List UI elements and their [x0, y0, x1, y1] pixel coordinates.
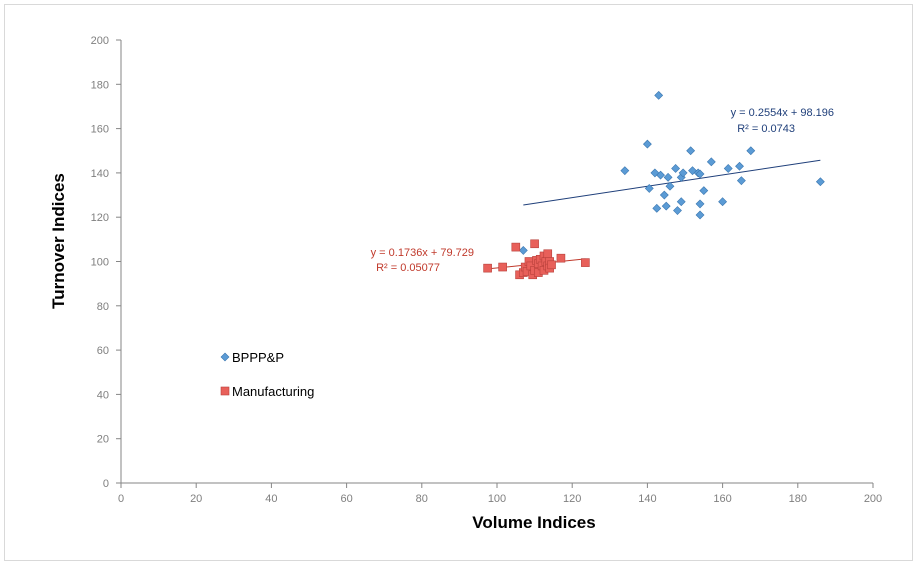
bppp-point [678, 168, 688, 178]
bppp-point [686, 146, 696, 156]
manufacturing-point [511, 242, 521, 252]
bppp-point [695, 199, 705, 209]
bppp-point [676, 197, 686, 207]
y-ticks: 0 20 40 60 80 100 120 140 160 180 200 [91, 35, 121, 490]
legend-label-manufacturing: Manufacturing [232, 384, 314, 399]
y-tick-label: 140 [91, 168, 109, 180]
bppp-point [736, 176, 746, 186]
bppp-point [718, 197, 728, 207]
bppp-trendline-r2: R² = 0.0743 [737, 123, 795, 135]
bppp-trendline [523, 159, 821, 206]
legend-diamond-marker [220, 352, 230, 362]
bppp-point [815, 177, 825, 187]
y-tick-label: 180 [91, 79, 109, 91]
x-tick-label: 120 [563, 493, 581, 505]
x-tick-label: 140 [638, 493, 656, 505]
legend-marker-manufacturing [220, 386, 230, 396]
bppp-point [671, 164, 681, 173]
bppp-point [661, 201, 671, 211]
bppp-point [723, 164, 733, 173]
y-tick-label: 80 [97, 301, 109, 313]
trendline-labels: y = 0.2554x + 98.196 R² = 0.0743 y = 0.1… [371, 107, 834, 274]
bppp-point [652, 203, 662, 213]
x-tick-label: 80 [416, 493, 428, 505]
manufacturing-trendline-equation: y = 0.1736x + 79.729 [371, 247, 474, 259]
trendlines [487, 159, 821, 270]
y-axis-title: Turnover Indices [49, 173, 68, 309]
bppp-point [695, 169, 705, 179]
x-tick-label: 160 [713, 493, 731, 505]
legend-marker-bppp [220, 352, 230, 362]
manufacturing-point [498, 262, 507, 272]
bppp-point [695, 210, 705, 220]
x-ticks: 0 20 40 60 80 100 120 140 160 180 200 [118, 483, 882, 505]
x-tick-label: 0 [118, 493, 124, 505]
manufacturing-trendline-r2: R² = 0.05077 [376, 262, 440, 274]
x-tick-label: 100 [488, 493, 506, 505]
y-tick-label: 20 [97, 434, 109, 446]
manufacturing-point [543, 249, 553, 259]
bppp-point [656, 170, 665, 180]
chart-frame [4, 4, 913, 561]
data-points [483, 90, 825, 280]
x-tick-label: 60 [340, 493, 352, 505]
bppp-point [663, 172, 673, 182]
bppp-point [665, 181, 675, 191]
bppp-point [735, 161, 744, 171]
manufacturing-point [547, 260, 556, 270]
legend: BPPP&P Manufacturing [220, 350, 314, 399]
legend-label-bppp: BPPP&P [232, 350, 284, 365]
legend-square-marker [220, 386, 230, 396]
x-tick-label: 40 [265, 493, 277, 505]
bppp-point [620, 166, 630, 176]
y-tick-label: 120 [91, 212, 109, 224]
manufacturing-point [556, 253, 566, 263]
manufacturing-point [483, 263, 492, 273]
manufacturing-point [581, 258, 590, 267]
x-tick-label: 200 [864, 493, 882, 505]
manufacturing-point [530, 239, 539, 249]
y-tick-label: 100 [91, 257, 109, 269]
x-tick-label: 180 [789, 493, 807, 505]
bppp-point [659, 190, 669, 200]
x-tick-label: 20 [190, 493, 202, 505]
bppp-point [642, 139, 652, 149]
bppp-point [746, 146, 756, 156]
bppp-point [706, 157, 716, 167]
bppp-point [518, 246, 528, 255]
y-tick-label: 160 [91, 124, 109, 136]
bppp-point [699, 186, 709, 196]
y-tick-label: 60 [97, 345, 109, 357]
bppp-point [654, 90, 664, 100]
y-tick-label: 40 [97, 389, 109, 401]
bppp-point [644, 183, 654, 193]
y-tick-label: 0 [103, 478, 109, 490]
x-axis-title: Volume Indices [472, 513, 595, 532]
y-tick-label: 200 [91, 35, 109, 47]
bppp-trendline-equation: y = 0.2554x + 98.196 [731, 107, 834, 119]
bppp-point [673, 206, 682, 215]
